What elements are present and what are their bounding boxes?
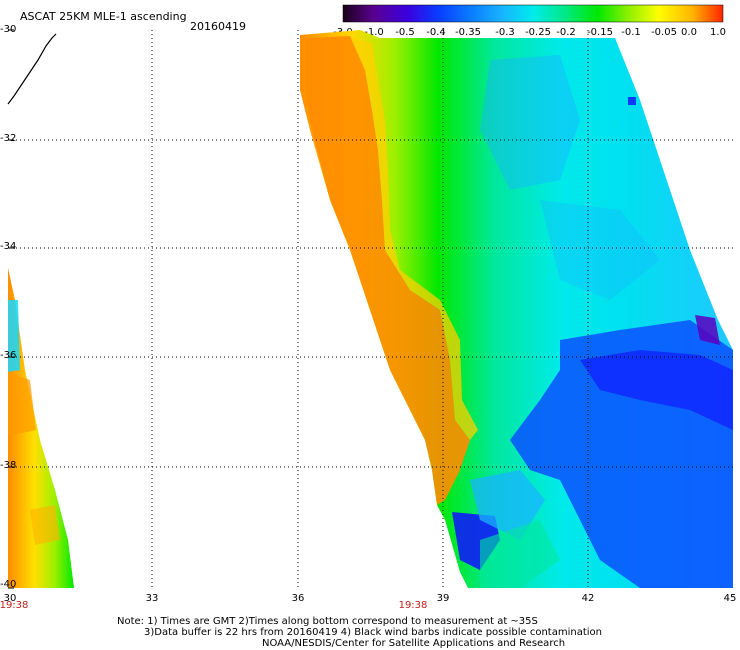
footnote-line-2: 3)Data buffer is 22 hrs from 20160419 4)… [144,627,602,638]
colorbar-label: -1.0 [364,27,384,38]
pass-time: 19:38 [398,600,428,611]
lon-label: 36 [291,593,305,604]
colorbar [342,4,724,23]
lat-label: -38 [0,460,17,471]
colorbar-label: -0.05 [651,27,677,38]
lat-label: -36 [0,350,17,361]
lat-label: -32 [0,133,17,144]
lat-label: -30 [0,24,17,35]
map-date: 20160419 [190,20,246,33]
colorbar-label: -0.4 [426,27,446,38]
lon-label: 42 [581,593,595,604]
lon-label: 39 [436,593,450,604]
wind-swath-left [8,268,74,588]
footnote-line-1: Note: 1) Times are GMT 2)Times along bot… [117,616,538,627]
colorbar-label: 0.0 [681,27,697,38]
lat-label: -34 [0,241,17,252]
pass-time: 19:38 [0,600,29,611]
colorbar-label: -0.25 [525,27,551,38]
colorbar-label: -0.5 [395,27,415,38]
colorbar-label: -0.1 [621,27,641,38]
wind-swath-main [300,30,733,588]
lon-label: 33 [145,593,159,604]
lon-label: 30 [3,593,17,604]
footnote-line-3: NOAA/NESDIS/Center for Satellite Applica… [262,638,566,649]
colorbar-label: -0.3 [495,27,515,38]
lat-label: -40 [0,579,17,590]
lat-lon-grid [8,30,733,588]
colorbar-label: -0.15 [587,27,613,38]
axis-ticks [8,29,14,589]
colorbar-label: -0.2 [556,27,576,38]
coastline [7,33,57,105]
map-title: ASCAT 25KM MLE-1 ascending [20,10,187,23]
lon-label: 45 [723,593,737,604]
colorbar-label: -0.35 [455,27,481,38]
colorbar-label: 1.0 [710,27,726,38]
